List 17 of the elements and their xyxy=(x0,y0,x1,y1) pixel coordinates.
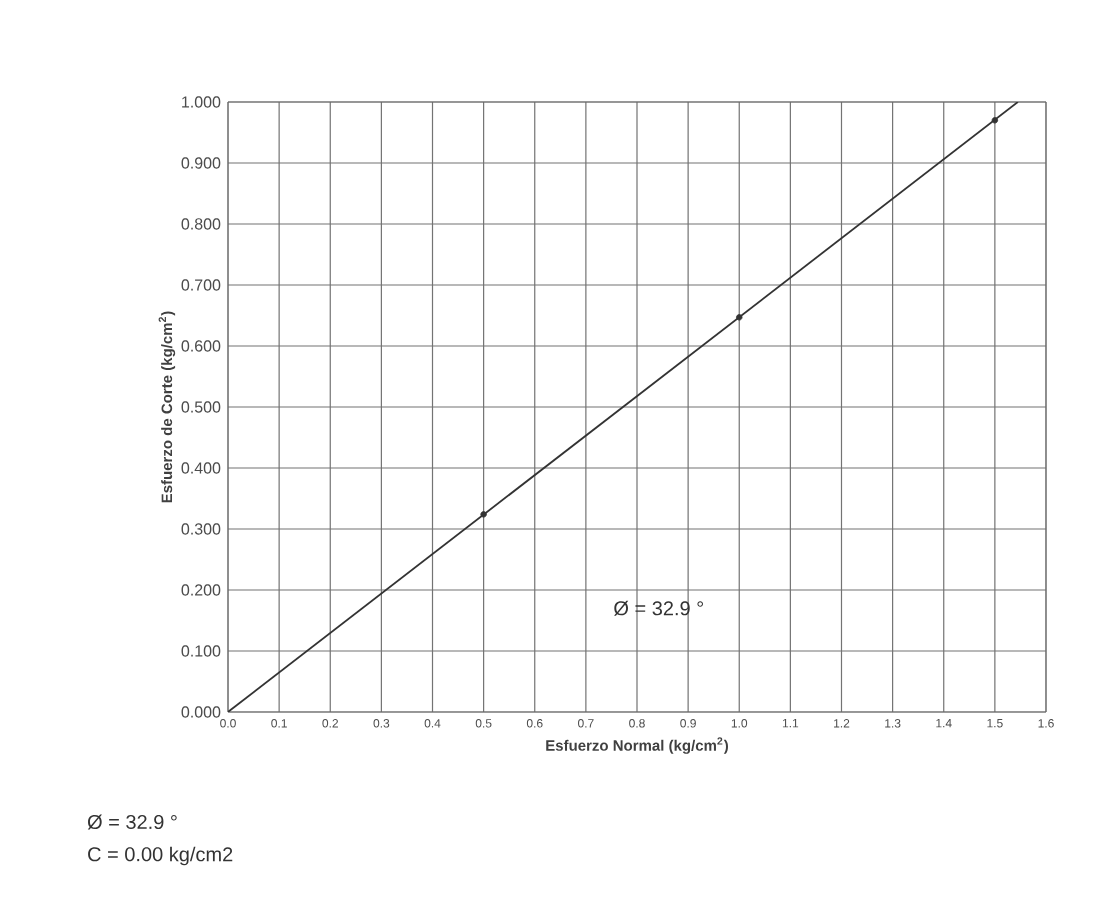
y-tick-label: 0.100 xyxy=(181,645,221,657)
y-tick-label: 0.000 xyxy=(181,706,221,718)
y-tick-label: 1.000 xyxy=(182,96,221,108)
y-tick-label: 0.900 xyxy=(181,157,221,169)
text: Ø = 32.9 ° xyxy=(87,814,177,830)
y-tick-label: 0.800 xyxy=(181,218,221,230)
annotation: Ø = 32.9 ° xyxy=(614,600,704,616)
point xyxy=(736,314,743,321)
point xyxy=(991,117,999,124)
y-tick-label: 0.400 xyxy=(181,462,221,474)
y-tick-label: 0.200 xyxy=(181,584,221,596)
y-tick-label: 0.500 xyxy=(181,401,221,413)
y-tick-label: 0.300 xyxy=(181,523,221,535)
point xyxy=(480,511,487,518)
y-tick-label: 0.600 xyxy=(181,340,221,352)
text: C = 0.00 kg/cm2 xyxy=(88,846,233,866)
y-tick-label: 0.700 xyxy=(181,279,221,291)
